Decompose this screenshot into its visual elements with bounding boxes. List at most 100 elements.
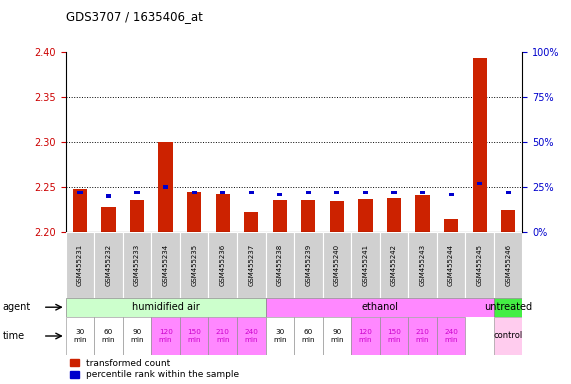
Bar bbox=[266, 298, 494, 317]
Bar bbox=[94, 232, 123, 298]
Bar bbox=[151, 232, 180, 298]
Text: 240
min: 240 min bbox=[244, 329, 258, 343]
Bar bbox=[266, 232, 294, 298]
Bar bbox=[408, 232, 437, 298]
Text: 210
min: 210 min bbox=[216, 329, 230, 343]
Text: 60
min: 60 min bbox=[102, 329, 115, 343]
Bar bbox=[278, 193, 283, 196]
Text: 90
min: 90 min bbox=[330, 329, 344, 343]
Bar bbox=[102, 207, 116, 232]
Bar bbox=[294, 317, 323, 355]
Text: GSM455240: GSM455240 bbox=[334, 244, 340, 286]
Text: agent: agent bbox=[3, 302, 31, 312]
Bar bbox=[66, 232, 94, 298]
Text: GSM455236: GSM455236 bbox=[220, 244, 226, 286]
Bar bbox=[506, 191, 510, 194]
Bar bbox=[135, 191, 140, 194]
Text: 120
min: 120 min bbox=[359, 329, 372, 343]
Bar bbox=[465, 232, 494, 298]
Bar bbox=[123, 317, 151, 355]
Bar bbox=[501, 210, 515, 232]
Bar bbox=[494, 232, 522, 298]
Bar bbox=[420, 191, 425, 194]
Text: GSM455232: GSM455232 bbox=[106, 244, 111, 286]
Bar bbox=[323, 317, 351, 355]
Bar bbox=[387, 198, 401, 232]
Bar bbox=[216, 194, 230, 232]
Bar bbox=[123, 232, 151, 298]
Text: 150
min: 150 min bbox=[387, 329, 401, 343]
Text: GSM455239: GSM455239 bbox=[305, 244, 311, 286]
Text: GSM455234: GSM455234 bbox=[163, 244, 168, 286]
Text: ethanol: ethanol bbox=[361, 302, 398, 312]
Text: GSM455242: GSM455242 bbox=[391, 244, 397, 286]
Bar bbox=[244, 212, 258, 232]
Bar bbox=[78, 191, 83, 194]
Bar bbox=[392, 191, 396, 194]
Bar bbox=[306, 191, 311, 194]
Bar bbox=[163, 185, 168, 189]
Text: humidified air: humidified air bbox=[132, 302, 199, 312]
Bar bbox=[192, 191, 196, 194]
Bar bbox=[66, 317, 94, 355]
Bar bbox=[477, 182, 482, 185]
Bar bbox=[294, 232, 323, 298]
Text: 240
min: 240 min bbox=[444, 329, 458, 343]
Bar bbox=[351, 317, 380, 355]
Text: control: control bbox=[493, 331, 523, 341]
Bar bbox=[437, 232, 465, 298]
Bar bbox=[408, 317, 437, 355]
Bar bbox=[208, 232, 237, 298]
Bar bbox=[159, 142, 173, 232]
Bar bbox=[380, 232, 408, 298]
Text: GSM455235: GSM455235 bbox=[191, 244, 197, 286]
Bar bbox=[249, 191, 254, 194]
Bar bbox=[380, 317, 408, 355]
Bar bbox=[106, 194, 111, 198]
Text: GDS3707 / 1635406_at: GDS3707 / 1635406_at bbox=[66, 10, 203, 23]
Text: GSM455237: GSM455237 bbox=[248, 244, 254, 286]
Text: GSM455243: GSM455243 bbox=[420, 244, 425, 286]
Bar bbox=[266, 317, 294, 355]
Bar bbox=[363, 191, 368, 194]
Text: GSM455238: GSM455238 bbox=[277, 244, 283, 286]
Bar bbox=[237, 317, 266, 355]
Legend: transformed count, percentile rank within the sample: transformed count, percentile rank withi… bbox=[70, 359, 240, 379]
Bar bbox=[323, 232, 351, 298]
Bar bbox=[66, 298, 266, 317]
Text: 120
min: 120 min bbox=[159, 329, 172, 343]
Text: 90
min: 90 min bbox=[130, 329, 144, 343]
Bar bbox=[416, 195, 430, 232]
Text: time: time bbox=[3, 331, 25, 341]
Bar bbox=[494, 298, 522, 317]
Bar bbox=[180, 232, 208, 298]
Text: 210
min: 210 min bbox=[416, 329, 429, 343]
Bar bbox=[351, 232, 380, 298]
Bar bbox=[151, 317, 180, 355]
Bar bbox=[444, 219, 458, 232]
Bar bbox=[187, 192, 202, 232]
Bar bbox=[449, 193, 454, 196]
Text: untreated: untreated bbox=[484, 302, 532, 312]
Bar bbox=[208, 317, 237, 355]
Text: GSM455233: GSM455233 bbox=[134, 244, 140, 286]
Bar bbox=[220, 191, 225, 194]
Text: 30
min: 30 min bbox=[273, 329, 287, 343]
Text: GSM455231: GSM455231 bbox=[77, 244, 83, 286]
Bar bbox=[130, 200, 144, 232]
Text: 60
min: 60 min bbox=[301, 329, 315, 343]
Text: GSM455245: GSM455245 bbox=[477, 244, 482, 286]
Bar bbox=[301, 200, 315, 232]
Bar bbox=[94, 317, 123, 355]
Text: GSM455246: GSM455246 bbox=[505, 244, 511, 286]
Text: GSM455241: GSM455241 bbox=[363, 244, 368, 286]
Bar bbox=[473, 58, 486, 232]
Bar bbox=[180, 317, 208, 355]
Bar bbox=[335, 191, 340, 194]
Bar bbox=[330, 201, 344, 232]
Bar bbox=[494, 317, 522, 355]
Bar bbox=[273, 200, 287, 232]
Text: 150
min: 150 min bbox=[187, 329, 201, 343]
Bar bbox=[359, 199, 372, 232]
Bar bbox=[73, 189, 87, 232]
